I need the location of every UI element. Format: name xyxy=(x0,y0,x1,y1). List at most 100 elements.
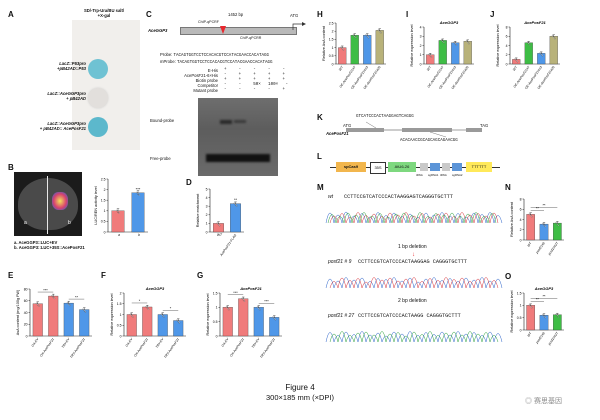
m-note-2: 2 bp deletion xyxy=(398,298,427,304)
y-tick-label: 4 xyxy=(420,25,422,29)
data-point xyxy=(131,314,133,317)
data-point xyxy=(526,41,529,44)
panel-c-conditions: E-His AcePosF21-6×His Biotin probe Compe… xyxy=(164,68,218,93)
bar xyxy=(79,309,90,337)
panel-a-row-1: LacZ::P53pro +pB42AD::P53 xyxy=(14,61,86,71)
chart-n: 0 2 4 6 8 Relative AsA content WT posf21#9 posf2… xyxy=(510,197,564,257)
panel-label-e: E xyxy=(8,271,14,280)
figure-caption: Figure 4 xyxy=(285,383,315,392)
data-point xyxy=(82,308,84,310)
probe-label: Probe: xyxy=(160,52,173,57)
data-point xyxy=(543,224,545,226)
data-point xyxy=(514,58,516,60)
panel-c-primer-f: ChIP-qPCRF xyxy=(198,20,219,24)
significance-label: * xyxy=(170,307,172,311)
y-tick-label: 1 xyxy=(216,306,218,310)
panel-label-a: A xyxy=(8,10,14,19)
box-trna-2-shape xyxy=(442,163,450,171)
data-point xyxy=(118,212,120,214)
data-point xyxy=(516,61,519,63)
data-point xyxy=(137,193,139,195)
data-point xyxy=(342,49,345,51)
leaf-label-b: b xyxy=(68,220,71,226)
y-tick-label: 1.5 xyxy=(213,291,218,295)
mprobe-seq: TACAGTGGTCCTCCACACGTCCATACGAACCACATAGG xyxy=(177,61,273,66)
significance-label: ** xyxy=(234,197,238,202)
bar xyxy=(48,295,59,337)
leaf-label-a: a xyxy=(24,220,27,226)
x-tick-label: posf21#27 xyxy=(547,241,560,256)
panel-label-f: F xyxy=(101,271,106,280)
label-trna-1: tRNA xyxy=(416,173,423,177)
data-point xyxy=(145,306,147,308)
yeast-spot-1 xyxy=(88,59,108,79)
y-axis-label: AsA content (mg/100g FW) xyxy=(16,289,20,335)
y-tick-label: 0 xyxy=(26,334,28,338)
x-tick-label: TRV-EV xyxy=(155,337,165,349)
m-deletion-arrow-icon: ↓ xyxy=(412,252,415,258)
panel-k-tag: TAG xyxy=(480,123,489,128)
x-tick-label: TRV-EV xyxy=(251,337,261,349)
data-point xyxy=(37,304,39,306)
data-point xyxy=(465,40,468,42)
x-tick-label: TRV-AcePosF21 xyxy=(259,337,276,359)
chart-b: 0 0.5 1 1.5 2 2.5 LUC/REN activity level a b *** xyxy=(94,177,148,237)
y-tick-label: 1 xyxy=(520,304,522,308)
y-axis-label: Relative expression level xyxy=(206,293,210,335)
x-tick-label: TRV-AcePosF21 xyxy=(163,337,180,359)
label-sgrna1: sgRNA1 xyxy=(428,173,439,177)
y-tick-label: 1.5 xyxy=(117,302,122,306)
data-point xyxy=(366,35,368,37)
data-point xyxy=(272,316,274,318)
data-point xyxy=(243,300,246,302)
data-point xyxy=(219,225,221,227)
y-tick-label: 1 xyxy=(104,209,106,213)
data-point xyxy=(68,303,70,305)
bar xyxy=(526,305,535,331)
box-polyt: TTTTTT xyxy=(466,162,492,172)
data-point xyxy=(340,46,342,48)
bar xyxy=(463,41,472,65)
data-point xyxy=(84,311,87,313)
data-point xyxy=(176,319,178,321)
bar xyxy=(173,320,184,337)
cond-row-1: E-His xyxy=(207,68,218,73)
y-axis-label: Relative AsA content xyxy=(322,25,326,61)
data-point xyxy=(454,43,456,45)
x-tick-label: OX-AcePosF21 xyxy=(229,337,245,358)
panel-m: wt CCTTCCGTCATCCCACTAAGGAGTCAGGGTGCTTT 1… xyxy=(325,194,503,354)
x-tick-label: posf21#27 xyxy=(547,331,560,346)
data-point xyxy=(544,225,546,228)
significance-label: *** xyxy=(43,288,48,292)
y-tick-label: 0 xyxy=(104,230,106,234)
panel-b-leaf-image: a b xyxy=(14,172,82,236)
y-tick-label: 1 xyxy=(206,222,208,226)
panel-a-row-3: LacZ::AceGGP3pro + pB42AD:: AcePosF21 xyxy=(14,121,86,131)
data-point xyxy=(529,214,532,217)
panel-c-primer-r: ChIP-qPCRR xyxy=(240,36,262,40)
bar xyxy=(32,303,43,337)
data-point xyxy=(51,295,53,297)
data-point xyxy=(53,297,56,300)
x-tick-label: OX-EV xyxy=(125,337,134,348)
data-point xyxy=(529,44,531,46)
box-trna-1-shape xyxy=(420,163,428,171)
data-point xyxy=(443,42,445,44)
x-tick-label: OX-AcePosF21 xyxy=(39,337,55,358)
data-point xyxy=(554,37,556,40)
data-point xyxy=(160,313,163,315)
panel-c-probes: Probe: TACAGTGGTCCTCCACACGTCCATACGAACCAC… xyxy=(160,52,273,66)
x-tick-label: WT xyxy=(338,64,345,71)
bar xyxy=(539,223,549,241)
y-axis-label: Relative expression level xyxy=(410,24,414,66)
m-chrom-2 xyxy=(325,277,503,289)
m-wt-label: wt xyxy=(328,194,333,200)
promoter-bar xyxy=(180,27,297,35)
data-point xyxy=(258,307,260,310)
panel-k-gene: AcePosF21 xyxy=(326,131,349,136)
panel-a-header-line1: SD/-Trp-Ura/BU salt/ xyxy=(83,8,125,13)
x-tick-label: OX-AcePosF21 xyxy=(133,337,149,358)
significance-label: ** xyxy=(536,298,539,302)
bar xyxy=(549,36,558,65)
data-point xyxy=(455,44,458,46)
